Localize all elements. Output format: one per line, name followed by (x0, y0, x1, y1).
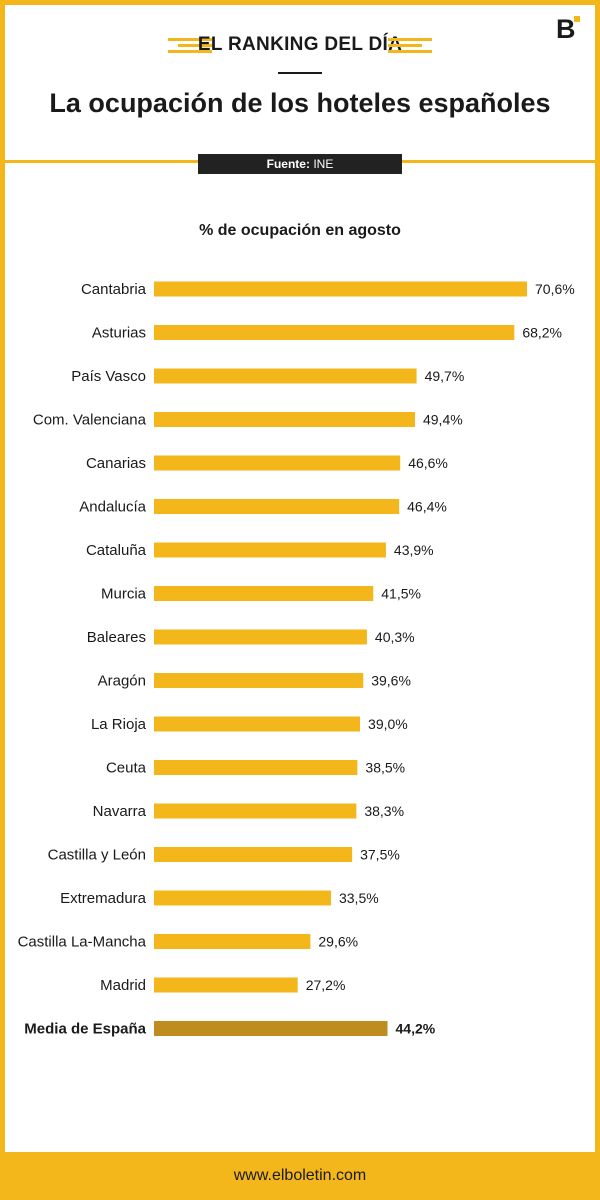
category-label: Com. Valenciana (33, 412, 147, 429)
category-label: La Rioja (91, 716, 147, 733)
title-rule (278, 72, 322, 74)
average-label: Media de España (24, 1021, 146, 1038)
kicker-text: EL RANKING DEL DÍA (197, 34, 403, 55)
logo-letter: B (556, 14, 576, 44)
kicker-stripe-left-3 (168, 50, 212, 53)
value-label: 39,0% (368, 716, 408, 732)
value-label: 39,6% (371, 673, 411, 689)
category-label: Castilla y León (48, 847, 146, 864)
kicker-stripe-right-1 (388, 38, 432, 41)
value-label: 70,6% (535, 281, 575, 297)
category-label: Andalucía (79, 499, 146, 516)
value-label: 41,5% (381, 586, 421, 602)
logo-dot (574, 16, 580, 22)
bar (154, 499, 400, 514)
value-label: 46,6% (408, 455, 448, 471)
category-label: Navarra (93, 803, 147, 820)
category-label: Ceuta (106, 760, 147, 777)
value-label: 46,4% (407, 499, 447, 515)
source-badge: Fuente: INE (198, 154, 402, 174)
kicker-stripe-right-2 (388, 44, 422, 47)
category-label: Aragón (98, 673, 146, 690)
bar (154, 673, 364, 688)
bar (154, 629, 367, 645)
footer-url[interactable]: www.elboletin.com (233, 1167, 367, 1184)
kicker: EL RANKING DEL DÍA (0, 30, 600, 60)
value-label: 29,6% (318, 934, 358, 950)
category-label: País Vasco (71, 368, 146, 385)
brand-logo: B (556, 14, 586, 44)
category-label: Madrid (100, 977, 146, 994)
source-label: Fuente: (266, 157, 310, 171)
category-label: Asturias (92, 325, 146, 342)
kicker-stripe-right-3 (388, 50, 432, 53)
value-label: 43,9% (394, 542, 434, 558)
value-label: 38,3% (364, 803, 404, 819)
bar (154, 803, 357, 819)
kicker-stripe-left-1 (168, 38, 212, 41)
page-title: La ocupación de los hoteles españoles (49, 88, 551, 118)
category-label: Castilla La-Mancha (18, 934, 147, 951)
bar (154, 934, 311, 949)
category-label: Baleares (87, 629, 146, 646)
average-value-label: 44,2% (396, 1021, 436, 1037)
bar (154, 281, 527, 297)
bar (154, 325, 515, 340)
value-label: 38,5% (365, 760, 405, 776)
category-label: Canarias (86, 455, 146, 472)
bar (154, 977, 298, 993)
bar (154, 716, 361, 732)
chart-title: % de ocupación en agosto (199, 222, 401, 239)
bar (154, 412, 415, 427)
average-bar (154, 1021, 388, 1036)
bar (154, 760, 358, 775)
category-label: Extremadura (60, 890, 147, 907)
bar (154, 890, 331, 906)
bar (154, 368, 417, 384)
bar (154, 586, 374, 601)
value-label: 68,2% (522, 325, 562, 341)
value-label: 33,5% (339, 890, 379, 906)
bar (154, 542, 386, 558)
value-label: 37,5% (360, 847, 400, 863)
kicker-stripe-left-2 (178, 44, 212, 47)
value-label: 49,7% (425, 368, 465, 384)
category-label: Cataluña (86, 542, 147, 559)
bar (154, 455, 401, 471)
value-label: 49,4% (423, 412, 463, 428)
value-label: 40,3% (375, 629, 415, 645)
category-label: Cantabria (81, 281, 147, 298)
value-label: 27,2% (306, 977, 346, 993)
source-value: INE (313, 157, 334, 171)
bar (154, 847, 353, 862)
category-label: Murcia (101, 586, 147, 603)
footer: www.elboletin.com (0, 1152, 600, 1200)
